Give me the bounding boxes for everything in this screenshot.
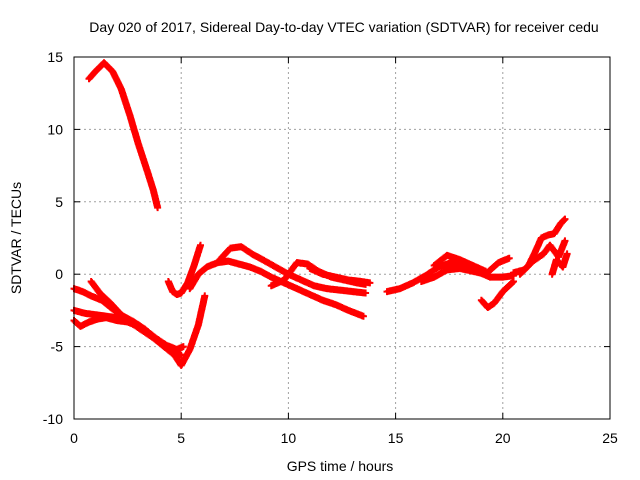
data-point-run xyxy=(191,243,204,268)
y-tick-label: -5 xyxy=(51,339,64,355)
data-point-run xyxy=(532,235,545,255)
data-point xyxy=(561,237,569,245)
data-point-run xyxy=(150,188,161,210)
satellite-track-17 xyxy=(548,250,571,278)
data-point xyxy=(179,343,187,351)
satellite-track-14 xyxy=(477,277,518,312)
data-point xyxy=(201,292,209,300)
data-point xyxy=(154,204,162,212)
satellite-track-13 xyxy=(430,251,490,275)
x-tick-label: 20 xyxy=(495,430,511,446)
x-tick-label: 5 xyxy=(177,430,185,446)
data-points xyxy=(70,59,571,369)
y-tick-label: -10 xyxy=(43,411,63,427)
data-point-run xyxy=(423,264,441,279)
data-point xyxy=(505,254,513,262)
data-point-run xyxy=(281,260,300,283)
data-point xyxy=(482,267,490,275)
satellite-track-5 xyxy=(87,277,209,369)
x-tick-label: 15 xyxy=(388,430,404,446)
data-point xyxy=(563,250,571,258)
data-point-run xyxy=(217,245,233,263)
x-tick-label: 10 xyxy=(281,430,297,446)
satellite-track-1 xyxy=(85,59,162,212)
plot-frame xyxy=(73,56,611,420)
y-tick-label: 10 xyxy=(47,121,63,137)
y-tick-label: 15 xyxy=(47,49,63,65)
data-point-run xyxy=(97,290,113,306)
data-point xyxy=(362,289,370,297)
data-point-run xyxy=(195,293,208,327)
satellite-track-16 xyxy=(510,237,569,277)
y-axis-label: SDTVAR / TECUs xyxy=(8,182,24,294)
satellite-track-6 xyxy=(164,241,204,298)
y-tick-label: 5 xyxy=(55,194,63,210)
x-axis-label: GPS time / hours xyxy=(287,458,394,474)
data-point-run xyxy=(346,307,366,320)
data-point-run xyxy=(178,347,193,368)
y-tick-label: 0 xyxy=(55,266,63,282)
chart-title: Day 020 of 2017, Sidereal Day-to-day VTE… xyxy=(89,19,598,35)
grid xyxy=(74,57,610,419)
axes: 0 5 10 15 20 25 -10 -5 0 5 10 15 xyxy=(43,49,618,446)
data-point-run xyxy=(555,238,568,259)
data-point xyxy=(366,279,374,287)
satellite-track-10 xyxy=(306,264,374,287)
data-point xyxy=(510,277,518,285)
data-point-run xyxy=(126,112,142,146)
data-point-run xyxy=(109,69,124,91)
data-point xyxy=(561,215,569,223)
data-point-run xyxy=(431,252,450,269)
data-point-run xyxy=(500,279,516,295)
data-point-run xyxy=(107,300,124,318)
x-tick-label: 0 xyxy=(70,430,78,446)
data-point xyxy=(359,312,367,320)
data-point xyxy=(196,241,204,249)
data-point-run xyxy=(170,288,180,298)
data-point-run xyxy=(187,271,202,291)
x-tick-label: 25 xyxy=(602,430,618,446)
